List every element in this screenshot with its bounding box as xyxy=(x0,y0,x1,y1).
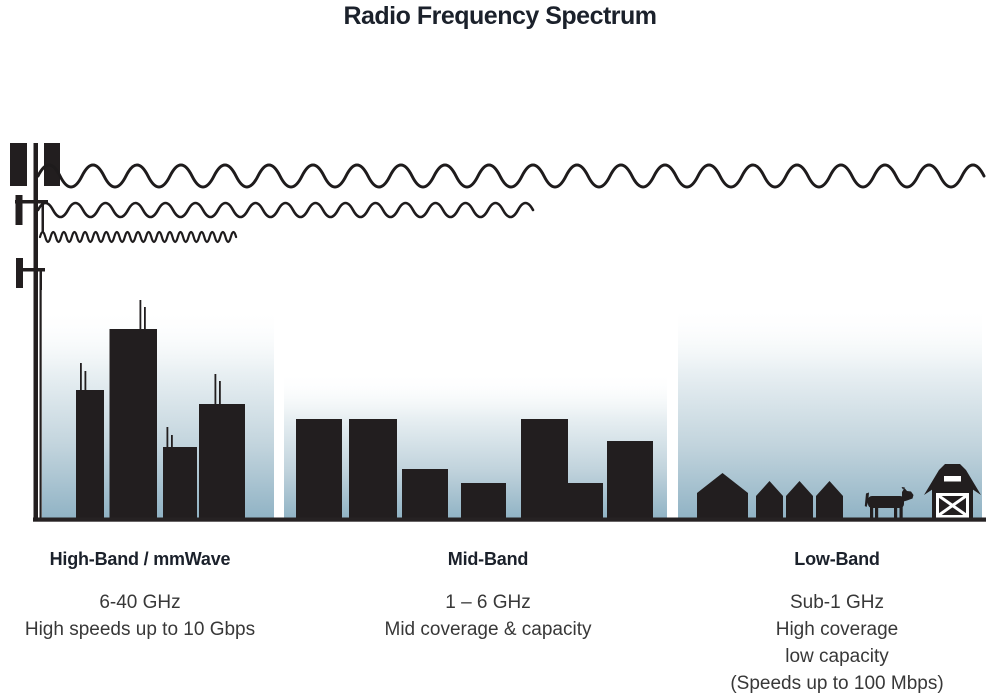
house-icon xyxy=(786,481,813,520)
band-label-high: High-Band / mmWave 6-40 GHz High speeds … xyxy=(0,549,280,643)
band-description-low-3: (Speeds up to 100 Mbps) xyxy=(730,673,944,694)
ground-line xyxy=(33,517,986,522)
low-band-wave-icon xyxy=(36,163,986,189)
high-band-wave-icon xyxy=(38,230,238,244)
cow-icon xyxy=(864,487,914,519)
band-heading-high: High-Band / mmWave xyxy=(49,549,231,569)
band-description-low-2: low capacity xyxy=(785,646,889,667)
city-skyline-icon xyxy=(76,300,245,520)
band-frequency-mid: 1 – 6 GHz xyxy=(445,592,531,613)
farm-houses-icon xyxy=(697,473,843,520)
cell-tower-icon xyxy=(10,143,60,521)
band-description-high: High speeds up to 10 Gbps xyxy=(24,619,256,640)
barn-icon xyxy=(924,464,981,520)
house-icon xyxy=(756,481,783,520)
band-frequency-high: 6-40 GHz xyxy=(99,592,181,613)
mid-band-wave-icon xyxy=(36,201,535,219)
band-label-low: Low-Band Sub-1 GHz High coverage low cap… xyxy=(697,549,977,697)
band-description-low-1: High coverage xyxy=(775,619,899,640)
house-icon xyxy=(697,473,748,520)
band-heading-low: Low-Band xyxy=(794,549,880,569)
band-heading-mid: Mid-Band xyxy=(447,549,529,569)
band-frequency-low: Sub-1 GHz xyxy=(790,592,884,613)
band-label-mid: Mid-Band 1 – 6 GHz Mid coverage & capaci… xyxy=(348,549,628,643)
band-description-mid: Mid coverage & capacity xyxy=(384,619,592,640)
house-icon xyxy=(816,481,843,520)
page-title: Radio Frequency Spectrum xyxy=(343,2,657,30)
suburban-buildings-icon xyxy=(296,419,653,520)
